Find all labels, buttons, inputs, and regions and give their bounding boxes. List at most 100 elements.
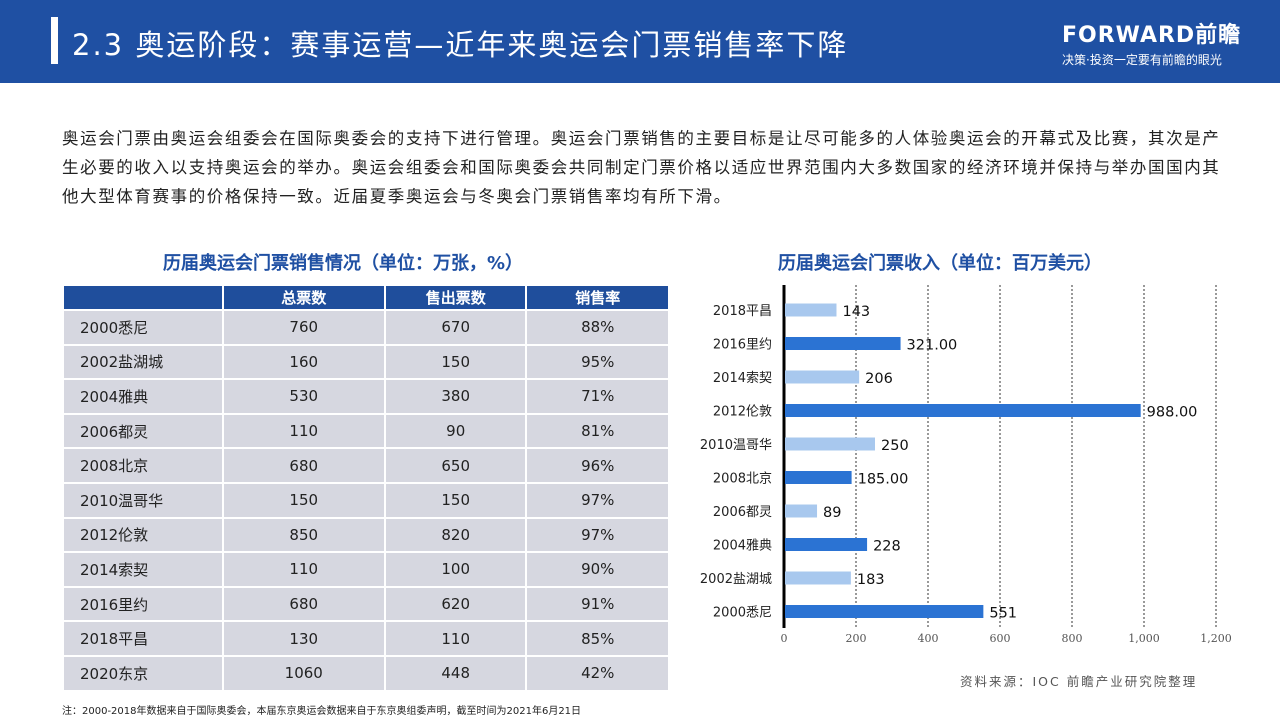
data-label: 250	[881, 438, 909, 454]
data-label: 988.00	[1147, 405, 1198, 421]
category-label: 2014索契	[713, 371, 772, 386]
table-cell: 90%	[525, 551, 670, 588]
category-label: 2012伦敦	[713, 404, 772, 420]
category-label: 2002盐湖城	[700, 572, 772, 587]
table-cell: 100	[383, 551, 528, 588]
table-cell: 90	[383, 412, 528, 450]
table-cell: 760	[221, 309, 386, 346]
logo: FORWARD前瞻 决策·投资一定要有前瞻的眼光	[1062, 17, 1241, 68]
table-cell: 91%	[525, 585, 670, 623]
table-cell: 850	[221, 516, 386, 554]
table-cell: 2018平昌	[62, 620, 224, 657]
table-cell: 110	[383, 620, 528, 657]
table-cell: 680	[221, 585, 386, 623]
source-note: 资料来源：IOC 前瞻产业研究院整理	[960, 674, 1198, 689]
table-cell: 2008北京	[62, 447, 224, 484]
table-title: 历届奥运会门票销售情况（单位：万张，%）	[163, 253, 524, 274]
x-tick-label: 1,200	[1200, 632, 1232, 645]
table-cell: 110	[221, 551, 386, 588]
table-cell: 2020东京	[62, 654, 224, 692]
table-cell: 2016里约	[62, 585, 224, 623]
category-label: 2000悉尼	[713, 606, 772, 621]
category-label: 2018平昌	[713, 304, 772, 319]
data-label: 143	[842, 304, 870, 320]
table-cell: 95%	[525, 343, 670, 381]
table-cell: 2000悉尼	[62, 309, 224, 346]
chart-title: 历届奥运会门票收入（单位：百万美元）	[778, 253, 1102, 274]
table-row: 2006都灵 110 90 81%	[62, 412, 670, 450]
table-cell: 150	[221, 481, 386, 519]
intro-paragraph: 奥运会门票由奥运会组委会在国际奥委会的支持下进行管理。奥运会门票销售的主要目标是…	[62, 129, 1221, 206]
category-label: 2008北京	[713, 472, 772, 487]
x-tick-label: 600	[990, 632, 1011, 645]
category-label: 2006都灵	[713, 505, 772, 520]
table-cell: 448	[383, 654, 528, 692]
x-tick-label: 800	[1062, 632, 1083, 645]
table-cell: 110	[221, 412, 386, 450]
bar	[785, 504, 818, 518]
logo-main: FORWARD前瞻	[1062, 23, 1242, 48]
table-row: 2012伦敦 850 820 97%	[62, 516, 670, 554]
table-cell: 620	[383, 585, 528, 623]
table-cell: 670	[383, 309, 528, 346]
bar	[785, 538, 868, 551]
table-cell: 680	[221, 447, 386, 484]
x-tick-label: 0	[781, 632, 788, 645]
table-cell: 88%	[525, 309, 670, 346]
column-header: 总票数	[221, 284, 386, 311]
table-row: 2000悉尼 760 670 88%	[62, 309, 670, 346]
table-cell: 820	[383, 516, 528, 554]
table-cell: 96%	[525, 447, 670, 484]
data-label: 228	[873, 539, 901, 555]
table-cell: 81%	[525, 412, 670, 450]
table-cell: 2006都灵	[62, 412, 224, 450]
page-title: 2.3 奥运阶段：赛事运营—近年来奥运会门票销售率下降	[72, 28, 849, 62]
data-label: 183	[857, 572, 885, 588]
table-cell: 160	[221, 343, 386, 381]
table-cell: 2010温哥华	[62, 481, 224, 519]
column-header	[62, 284, 224, 311]
table-cell: 2014索契	[62, 551, 224, 588]
table-cell: 380	[383, 378, 528, 415]
table-cell: 150	[383, 343, 528, 381]
title-accent-bar	[51, 17, 58, 64]
table-row: 2010温哥华 150 150 97%	[62, 481, 670, 519]
data-label: 206	[865, 371, 893, 387]
bar	[785, 605, 984, 618]
table-cell: 42%	[525, 654, 670, 692]
table-row: 2014索契 110 100 90%	[62, 551, 670, 588]
category-label: 2016里约	[713, 338, 772, 353]
table-row: 2008北京 680 650 96%	[62, 447, 670, 484]
column-header: 销售率	[525, 284, 670, 311]
x-tick-label: 200	[846, 632, 867, 645]
data-label: 185.00	[858, 472, 909, 488]
table-cell: 2012伦敦	[62, 516, 224, 554]
table-cell: 97%	[525, 516, 670, 554]
bar	[785, 471, 852, 484]
table-cell: 97%	[525, 481, 670, 519]
table-cell: 85%	[525, 620, 670, 657]
bar	[785, 437, 875, 451]
table-row: 2018平昌 130 110 85%	[62, 620, 670, 657]
data-label: 89	[823, 505, 841, 521]
table-row: 2020东京 1060 448 42%	[62, 654, 670, 692]
table-cell: 71%	[525, 378, 670, 415]
table-header-row: 总票数 售出票数 销售率	[62, 284, 670, 311]
header-bar: 2.3 奥运阶段：赛事运营—近年来奥运会门票销售率下降 FORWARD前瞻 决策…	[0, 0, 1280, 83]
bar	[785, 404, 1141, 417]
table-cell: 2002盐湖城	[62, 343, 224, 381]
data-label: 551	[989, 606, 1017, 622]
data-label: 321.00	[907, 338, 958, 354]
x-tick-label: 1,000	[1128, 632, 1160, 645]
footnote: 注：2000-2018年数据来自于国际奥委会，本届东京奥运会数据来自于东京奥组委…	[62, 706, 582, 717]
bar	[785, 303, 837, 317]
table-row: 2004雅典 530 380 71%	[62, 378, 670, 415]
table-row: 2016里约 680 620 91%	[62, 585, 670, 623]
table-row: 2002盐湖城 160 150 95%	[62, 343, 670, 381]
category-label: 2010温哥华	[700, 438, 772, 453]
table-cell: 130	[221, 620, 386, 657]
table-cell: 650	[383, 447, 528, 484]
column-header: 售出票数	[383, 284, 528, 311]
table-cell: 530	[221, 378, 386, 415]
